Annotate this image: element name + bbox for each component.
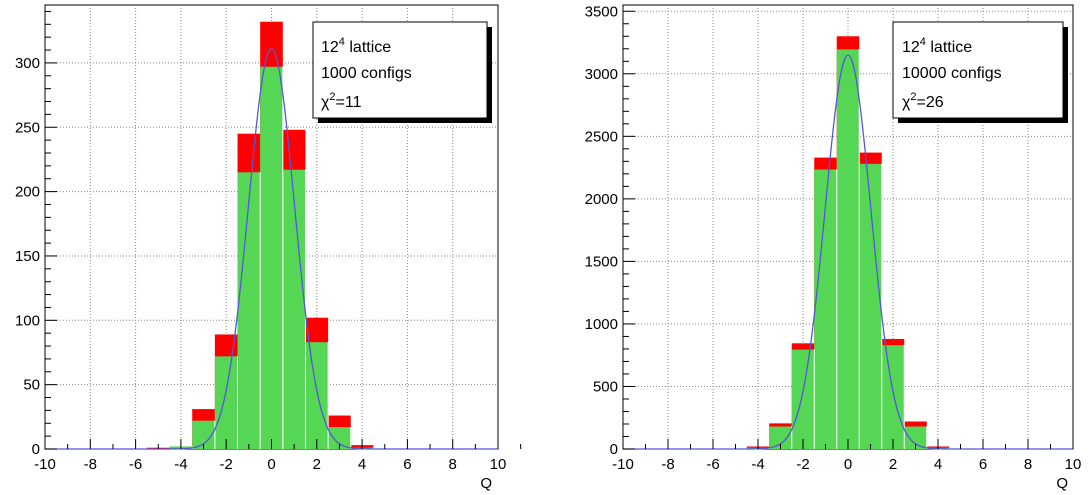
x-tick-label: 2 — [313, 456, 321, 473]
x-tick-label: -8 — [84, 456, 97, 473]
x-tick-label: -10 — [612, 456, 634, 473]
x-tick-label: 2 — [889, 456, 897, 473]
y-tick-label: 0 — [32, 441, 40, 458]
chart-panel-right: -10 -8 -6 -4 -2 0 2 4 6 8 10 0 500 1000 1500 2000 2500 30… — [585, 3, 1091, 492]
y-tick-label: 300 — [15, 55, 40, 72]
y-tick-label: 200 — [15, 184, 40, 201]
y-tick-label: 150 — [15, 248, 40, 265]
legend-box: 124 lattice 10000 configs χ2=26 — [893, 22, 1068, 123]
x-tick-label: 6 — [403, 456, 411, 473]
legend-lattice: 124 lattice — [321, 36, 391, 56]
expected-bar — [260, 67, 283, 449]
y-tick-label: 2000 — [585, 191, 618, 208]
x-tick-label: 8 — [1024, 456, 1032, 473]
x-tick-label: -8 — [661, 456, 674, 473]
legend-configs: 10000 configs — [902, 65, 1002, 82]
legend-configs: 1000 configs — [321, 65, 412, 82]
x-tick-label: 0 — [844, 456, 852, 473]
expected-bar — [305, 342, 328, 449]
y-tick-label: 2500 — [585, 128, 618, 145]
y-tick-label: 50 — [23, 377, 40, 394]
x-axis-title: Q — [480, 475, 492, 492]
y-tick-label: 1500 — [585, 253, 618, 270]
x-tick-label: -4 — [751, 456, 764, 473]
expected-bar — [837, 49, 860, 449]
x-tick-label: 4 — [934, 456, 942, 473]
legend-box: 124 lattice 1000 configs χ2=11 — [313, 22, 492, 123]
legend-chi2: χ2=26 — [902, 91, 944, 111]
expected-bar — [882, 345, 905, 449]
x-tick-label: -10 — [34, 456, 56, 473]
x-tick-label: -6 — [706, 456, 719, 473]
legend-chi2: χ2=11 — [321, 91, 362, 111]
expected-bar — [238, 172, 261, 449]
x-tick-label: -4 — [174, 456, 187, 473]
y-tick-label: 500 — [593, 378, 618, 395]
expected-bar — [215, 356, 238, 449]
y-tick-label: 1000 — [585, 316, 618, 333]
y-tick-label: 250 — [15, 119, 40, 136]
y-tick-label: 3000 — [585, 66, 618, 83]
y-tick-label: 100 — [15, 312, 40, 329]
x-tick-label: -2 — [220, 456, 233, 473]
expected-bar — [283, 170, 306, 449]
x-tick-label: -2 — [796, 456, 809, 473]
y-tick-label: 0 — [610, 441, 618, 458]
legend-lattice: 124 lattice — [902, 36, 972, 56]
x-tick-label: 8 — [449, 456, 457, 473]
x-tick-label: 10 — [490, 456, 507, 473]
x-tick-label: 4 — [358, 456, 366, 473]
y-tick-label: 3500 — [585, 3, 618, 20]
x-axis-title: Q — [1056, 475, 1068, 492]
x-tick-label: -6 — [129, 456, 142, 473]
expected-bar — [792, 350, 815, 449]
x-tick-label: 10 — [1065, 456, 1082, 473]
x-tick-label: 0 — [267, 456, 275, 473]
x-tick-label: 6 — [979, 456, 987, 473]
